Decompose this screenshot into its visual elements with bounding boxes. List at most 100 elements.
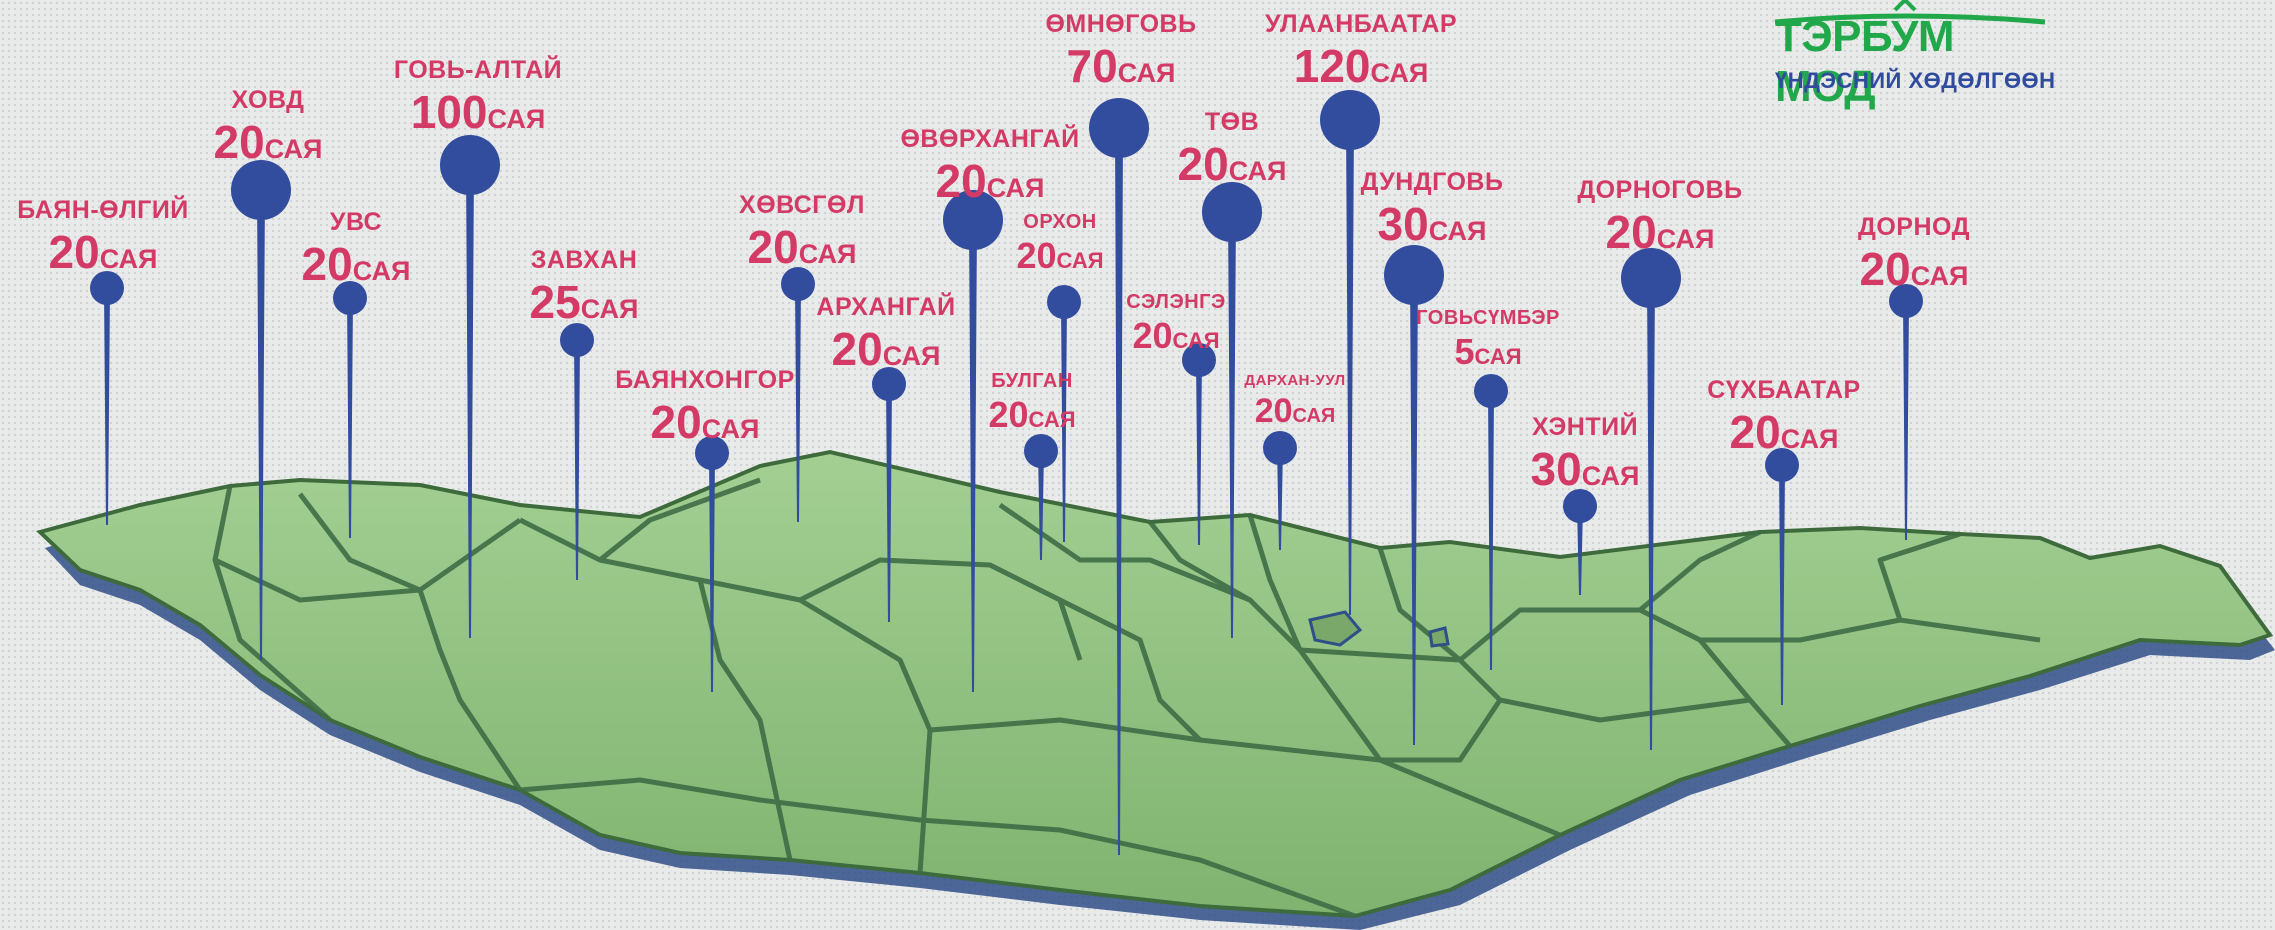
tree-crown-icon — [1774, 0, 2046, 25]
label-bayan-olgii: БАЯН-ӨЛГИЙ 20САЯ — [17, 196, 189, 276]
province-borders — [212, 477, 2041, 919]
pin-head-orkhon — [1047, 285, 1081, 319]
tree-count-unit: САЯ — [1581, 461, 1640, 491]
pin-head-khovsgol — [781, 267, 815, 301]
pin-stem-dornod — [1903, 301, 1909, 540]
tree-count-number: 20 — [988, 394, 1029, 435]
tree-count-unit: САЯ — [1172, 328, 1220, 353]
pin-stem-bulgan — [1038, 451, 1044, 560]
pin-stem-dundgovi — [1410, 275, 1418, 745]
tree-count: 20САЯ — [17, 229, 189, 275]
label-tov: ТӨВ 20САЯ — [1178, 110, 1287, 188]
province-name: ОРХОН — [1023, 211, 1097, 233]
province-name: ДОРНОГОВЬ — [1577, 176, 1743, 204]
tree-count: 20САЯ — [302, 241, 411, 287]
tree-count-number: 20 — [935, 155, 987, 207]
tree-count-number: 20 — [1177, 138, 1229, 190]
label-orkhon: ОРХОН 20САЯ — [1016, 212, 1103, 274]
province-name: ГОВЬСҮМБЭР — [1416, 307, 1560, 329]
tree-count-unit: САЯ — [1428, 216, 1487, 246]
tree-count-unit: САЯ — [1028, 407, 1076, 432]
logo-subtitle: ҮНДЭСНИЙ ХӨДӨЛГӨӨН — [1775, 68, 2056, 93]
tree-count-unit: САЯ — [882, 341, 941, 371]
tree-count: 70САЯ — [1045, 43, 1196, 89]
label-govi-altai: ГОВЬ-АЛТАЙ 100САЯ — [393, 56, 563, 138]
province-name: БАЯН-ӨЛГИЙ — [17, 196, 189, 224]
pin-stem-ulaanbaatar — [1346, 120, 1354, 615]
pin-stem-dornogovi — [1647, 278, 1655, 750]
pin-stem-khentii — [1577, 506, 1583, 595]
province-name: ГОВЬ-АЛТАЙ — [393, 56, 563, 84]
tree-count: 5САЯ — [1416, 334, 1560, 370]
label-sukhbaatar: СҮХБААТАР 20САЯ — [1707, 378, 1860, 458]
label-govisumber: ГОВЬСҮМБЭР 5САЯ — [1416, 308, 1560, 370]
label-uvs: УВС 20САЯ — [302, 208, 411, 288]
pin-stem-zavkhan — [574, 340, 580, 580]
label-dornod: ДОРНОД 20САЯ — [1858, 215, 1970, 293]
pin-head-arkhangai — [872, 367, 906, 401]
tree-count-unit: САЯ — [1370, 58, 1429, 88]
tree-count-unit: САЯ — [99, 244, 158, 274]
pin-stem-govi-altai — [466, 165, 474, 638]
tree-count-number: 20 — [1729, 406, 1781, 458]
pin-head-dornod — [1889, 284, 1923, 318]
province-name: УВС — [329, 208, 383, 236]
label-khovsgol: ХӨВСГӨЛ 20САЯ — [739, 191, 865, 271]
tree-count-unit: САЯ — [986, 173, 1045, 203]
pin-stem-selenge — [1196, 360, 1202, 545]
pin-stem-darkhan-uul — [1277, 448, 1283, 550]
pin-head-ulaanbaatar — [1320, 90, 1380, 150]
pin-head-govi-altai — [440, 135, 500, 195]
tree-count-unit: САЯ — [1056, 248, 1104, 273]
tree-count-number: 120 — [1293, 40, 1371, 92]
tree-count-number: 70 — [1066, 40, 1118, 92]
pin-stem-bayankhongor — [709, 453, 715, 692]
tree-count: 20САЯ — [1858, 246, 1970, 292]
tree-count: 30САЯ — [1531, 446, 1640, 492]
label-selenge: СЭЛЭНГЭ 20САЯ — [1126, 292, 1225, 354]
pin-stem-ovorkhangai — [969, 220, 977, 692]
tree-count-number: 100 — [410, 86, 488, 138]
tree-count-number: 20 — [1132, 315, 1173, 356]
pin-head-khovd — [231, 160, 291, 220]
tree-count-number: 20 — [213, 116, 265, 168]
label-khovd: ХОВД 20САЯ — [213, 86, 323, 168]
label-ovorkhangai: ӨВӨРХАНГАЙ 20САЯ — [900, 125, 1080, 207]
tree-count-unit: САЯ — [264, 134, 323, 164]
ulaanbaatar-inset — [1308, 610, 1450, 648]
tree-count: 25САЯ — [530, 279, 639, 325]
province-name: ХОВД — [231, 86, 305, 114]
tree-count-unit: САЯ — [1910, 261, 1969, 291]
label-khentii: ХЭНТИЙ 30САЯ — [1531, 415, 1640, 493]
tree-count: 20САЯ — [1016, 238, 1103, 274]
pin-stem-omnogovi — [1115, 128, 1123, 855]
tree-count-unit: САЯ — [580, 294, 639, 324]
logo-title: ТЭРБУМ МОД — [1775, 12, 1955, 111]
province-name: ӨВӨРХАНГАЙ — [900, 125, 1080, 153]
tree-count-number: 30 — [1530, 443, 1582, 495]
tree-count-unit: САЯ — [798, 239, 857, 269]
tree-count-unit: САЯ — [1656, 224, 1715, 254]
tree-count: 20САЯ — [1178, 141, 1287, 187]
province-name: ДАРХАН-УУЛ — [1244, 372, 1346, 389]
label-ulaanbaatar: УЛААНБААТАР 120САЯ — [1265, 12, 1457, 92]
tree-count-unit: САЯ — [1292, 405, 1336, 427]
label-bulgan: БУЛГАН 20САЯ — [988, 371, 1075, 433]
pin-head-dornogovi — [1621, 248, 1681, 308]
tree-count-number: 20 — [1254, 392, 1293, 430]
pin-head-omnogovi — [1089, 98, 1149, 158]
pin-stem-sukhbaatar — [1779, 465, 1785, 705]
pin-stem-khovd — [257, 190, 265, 660]
logo: ТЭРБУМ МОД ҮНДЭСНИЙ ХӨДӨЛГӨӨН — [1765, 0, 2065, 111]
tree-count-number: 20 — [1605, 206, 1657, 258]
tree-count-unit: САЯ — [1117, 58, 1176, 88]
pin-head-govisumber — [1474, 374, 1508, 408]
tree-count-unit: САЯ — [1228, 156, 1287, 186]
tree-count-unit: САЯ — [1780, 424, 1839, 454]
tree-count-number: 30 — [1377, 198, 1429, 250]
tree-count: 20САЯ — [988, 397, 1075, 433]
province-name: БАЯНХОНГОР — [615, 366, 795, 394]
province-name: ХӨВСГӨЛ — [739, 191, 865, 219]
pin-stem-arkhangai — [886, 384, 892, 622]
